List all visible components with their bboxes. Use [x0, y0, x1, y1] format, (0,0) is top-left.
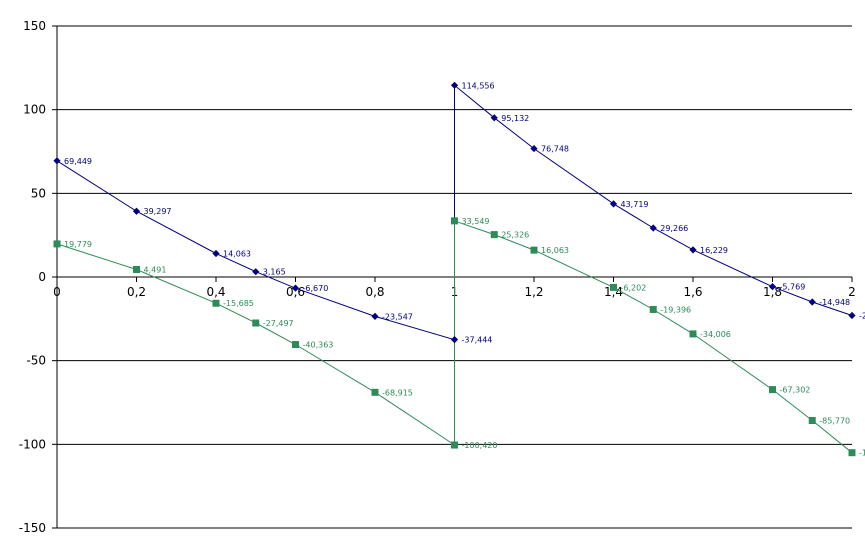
series-2-data-label: -34,006: [700, 330, 731, 339]
series-1-data-label: 43,719: [621, 200, 649, 209]
series-1-data-label: 76,748: [541, 145, 569, 154]
series-1-data-label: 16,229: [700, 246, 728, 255]
y-tick-label: -100: [19, 437, 46, 451]
series-2-point: [252, 319, 260, 327]
series-2-data-label: -15,685: [223, 299, 254, 308]
series-2-data-label: -40,363: [303, 341, 334, 350]
x-tick-label: 0: [53, 285, 61, 299]
series-2-point: [451, 217, 458, 225]
series-1-data-label: 14,063: [223, 249, 251, 258]
series-2-data-label: 4,491: [144, 265, 167, 274]
y-tick-label: 150: [23, 19, 46, 33]
series-2-data-label: -27,497: [263, 319, 294, 328]
series-1-data-label: 114,556: [462, 81, 495, 90]
series-2-point: [808, 417, 816, 425]
series-2-data-label: -67,302: [780, 386, 811, 395]
series-2-point: [292, 341, 299, 349]
series-1-point: [768, 283, 777, 291]
series-1-point: [252, 268, 260, 276]
series-2-point: [689, 330, 697, 338]
series-1-data-label: -6,670: [303, 284, 329, 293]
series-1-data-label: -37,444: [462, 336, 493, 345]
series-1-line: [56, 84, 853, 341]
x-tick-label: 2: [848, 285, 856, 299]
series-1-point: [649, 224, 657, 232]
series-1-point: [808, 298, 816, 306]
series-2-data-label: -1: [859, 449, 865, 458]
series-2-data-label: -6,202: [621, 283, 647, 292]
series-1-point: [212, 249, 220, 258]
series-2-point: [848, 449, 856, 457]
series-2-data-label: -68,915: [382, 388, 413, 397]
y-tick-label: -50: [26, 354, 46, 368]
series-2-data-label: 16,063: [541, 246, 569, 255]
x-tick-label: 0,8: [365, 285, 384, 299]
series-1-point: [689, 246, 697, 254]
series-2-point: [212, 299, 220, 307]
series-1-data-label: -14,948: [819, 298, 850, 307]
x-tick-label: 1,6: [683, 285, 702, 299]
series-lines: [56, 84, 853, 454]
series-1-data-label: -23,547: [382, 312, 413, 321]
series-1-point: [530, 144, 538, 153]
series-2-data-label: -85,770: [819, 417, 850, 426]
series-1-data-label: -2: [859, 311, 865, 320]
x-tick-label: 0,4: [206, 285, 225, 299]
series-markers: [53, 81, 856, 457]
series-2-point: [451, 441, 458, 449]
series-1-point: [371, 312, 379, 321]
series-1-data-label: -5,769: [780, 283, 806, 292]
series-1-point: [132, 207, 141, 215]
series-1-point: [450, 336, 459, 344]
series-2-data-label: 33,549: [462, 217, 490, 226]
series-1-point: [53, 157, 61, 165]
x-tick-label: 1,2: [524, 285, 543, 299]
y-tick-label: 50: [31, 186, 46, 200]
x-tick-label: 1,4: [604, 285, 623, 299]
series-2-data-label: -100,420: [462, 441, 498, 450]
series-2-point: [133, 265, 140, 273]
series-1-data-label: 29,266: [660, 224, 688, 233]
series-1-point: [291, 284, 300, 292]
x-tick-label: 0,2: [127, 285, 146, 299]
series-2-point: [371, 388, 379, 396]
series-1-point: [450, 81, 459, 89]
series-2-data-label: 25,326: [501, 231, 529, 240]
y-tick-label: 0: [38, 270, 46, 284]
series-2-data-label: 19,779: [64, 240, 92, 249]
series-1-point: [609, 200, 618, 208]
series-1-data-label: 3,165: [263, 268, 286, 277]
series-2-data-label: -19,396: [660, 305, 691, 314]
y-tick-label: 100: [23, 103, 46, 117]
series-2-point: [769, 386, 776, 394]
series-1-data-label: 69,449: [64, 157, 92, 166]
series-1-point: [490, 114, 498, 122]
series-1-point: [848, 311, 856, 320]
x-tick-label: 0,6: [286, 285, 305, 299]
series-2-point: [610, 283, 617, 291]
y-tick-label: -150: [19, 521, 46, 535]
series-2-point: [53, 240, 61, 248]
data-labels: 69,449 39,297 14,063 3,165 -6,670 -23,547 -37,…: [64, 81, 865, 457]
series-1-data-label: 95,132: [501, 114, 529, 123]
series-1-data-label: 39,297: [144, 207, 172, 216]
series-2-point: [649, 305, 657, 313]
series-2-point: [490, 231, 498, 239]
series-2-point: [530, 246, 538, 254]
series-2-line: [56, 220, 853, 454]
